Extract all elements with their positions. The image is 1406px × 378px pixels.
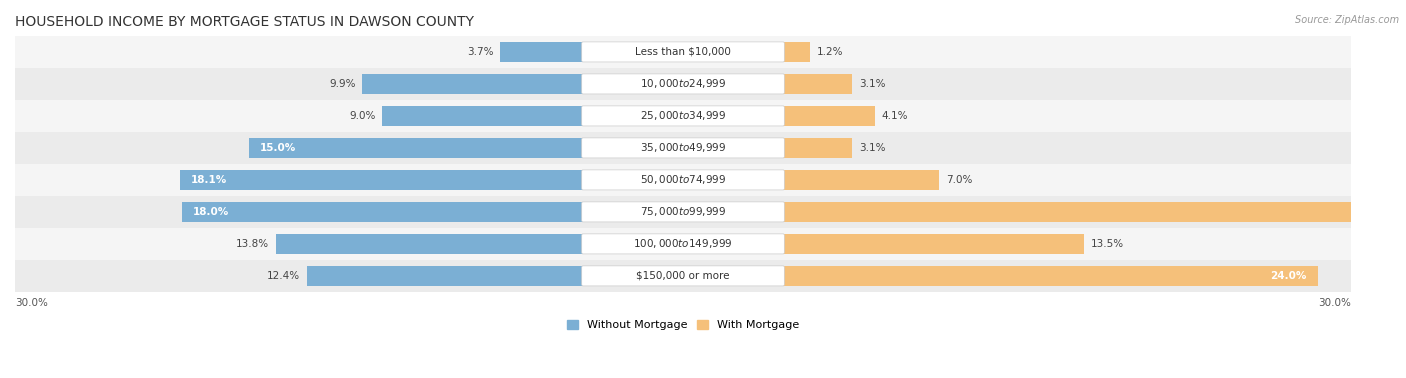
Bar [783, 74, 852, 94]
Text: 30.0%: 30.0% [1319, 298, 1351, 308]
Text: 13.5%: 13.5% [1091, 239, 1123, 249]
Text: 12.4%: 12.4% [267, 271, 299, 281]
Text: 9.9%: 9.9% [329, 79, 356, 89]
Text: $50,000 to $74,999: $50,000 to $74,999 [640, 174, 725, 186]
FancyBboxPatch shape [582, 170, 785, 190]
Bar [363, 74, 583, 94]
Bar [249, 138, 583, 158]
Text: 28.2%: 28.2% [1364, 207, 1400, 217]
Bar [783, 202, 1406, 222]
Bar [382, 106, 583, 126]
Text: $150,000 or more: $150,000 or more [637, 271, 730, 281]
Bar [783, 266, 1317, 286]
Text: 30.0%: 30.0% [15, 298, 48, 308]
Text: HOUSEHOLD INCOME BY MORTGAGE STATUS IN DAWSON COUNTY: HOUSEHOLD INCOME BY MORTGAGE STATUS IN D… [15, 15, 474, 29]
Text: $25,000 to $34,999: $25,000 to $34,999 [640, 109, 725, 122]
FancyBboxPatch shape [582, 266, 785, 286]
Text: $100,000 to $149,999: $100,000 to $149,999 [633, 237, 733, 250]
Bar [15, 228, 1351, 260]
Bar [15, 100, 1351, 132]
Text: 3.7%: 3.7% [467, 47, 494, 57]
Text: 7.0%: 7.0% [946, 175, 972, 185]
Text: 3.1%: 3.1% [859, 79, 886, 89]
Bar [15, 260, 1351, 292]
Text: Less than $10,000: Less than $10,000 [636, 47, 731, 57]
Text: $35,000 to $49,999: $35,000 to $49,999 [640, 141, 725, 154]
Bar [783, 234, 1084, 254]
Bar [181, 202, 583, 222]
Bar [15, 164, 1351, 196]
Bar [501, 42, 583, 62]
Text: 3.1%: 3.1% [859, 143, 886, 153]
FancyBboxPatch shape [582, 74, 785, 94]
Text: $10,000 to $24,999: $10,000 to $24,999 [640, 77, 725, 90]
Text: 13.8%: 13.8% [236, 239, 269, 249]
Text: 1.2%: 1.2% [817, 47, 844, 57]
Text: 18.1%: 18.1% [191, 175, 228, 185]
Text: Source: ZipAtlas.com: Source: ZipAtlas.com [1295, 15, 1399, 25]
FancyBboxPatch shape [582, 106, 785, 126]
Bar [783, 170, 939, 190]
Bar [180, 170, 583, 190]
Bar [276, 234, 583, 254]
Legend: Without Mortgage, With Mortgage: Without Mortgage, With Mortgage [562, 315, 803, 335]
Text: 15.0%: 15.0% [260, 143, 297, 153]
Bar [783, 106, 875, 126]
Bar [15, 132, 1351, 164]
Bar [783, 42, 810, 62]
Text: $75,000 to $99,999: $75,000 to $99,999 [640, 205, 725, 218]
FancyBboxPatch shape [582, 138, 785, 158]
Bar [15, 36, 1351, 68]
Bar [15, 68, 1351, 100]
Text: 18.0%: 18.0% [193, 207, 229, 217]
Bar [15, 196, 1351, 228]
Bar [783, 138, 852, 158]
Bar [307, 266, 583, 286]
FancyBboxPatch shape [582, 234, 785, 254]
FancyBboxPatch shape [582, 202, 785, 222]
Text: 9.0%: 9.0% [349, 111, 375, 121]
Text: 24.0%: 24.0% [1270, 271, 1306, 281]
Text: 4.1%: 4.1% [882, 111, 908, 121]
FancyBboxPatch shape [582, 42, 785, 62]
